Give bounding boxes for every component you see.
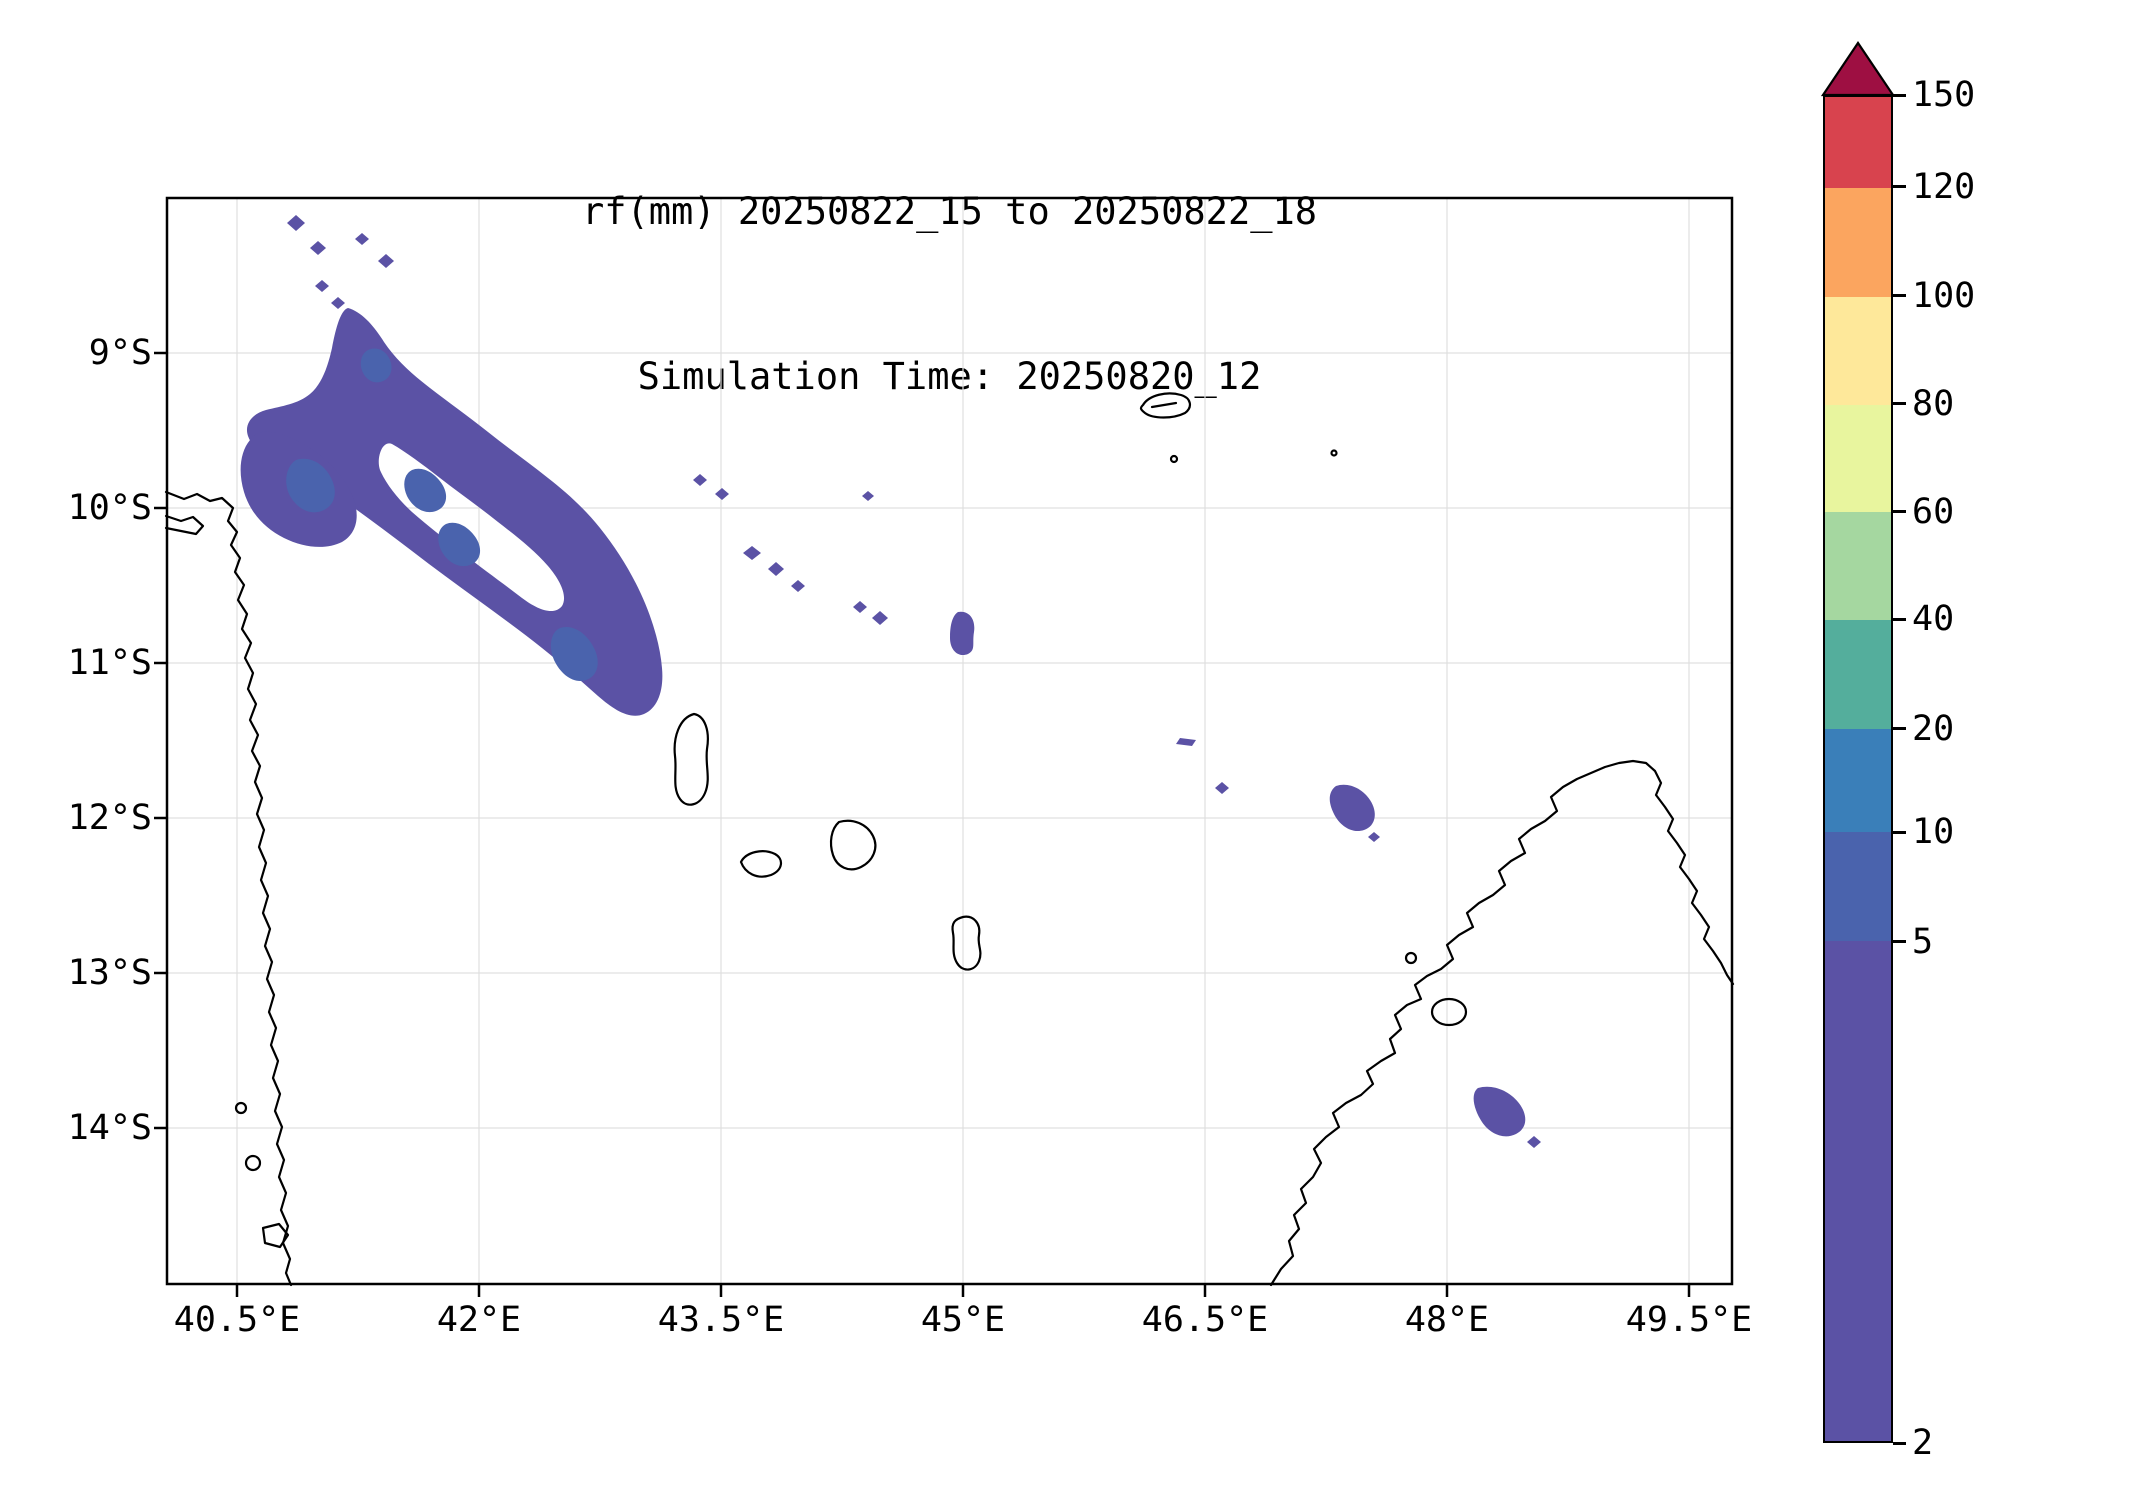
island-nosy-be — [1430, 997, 1468, 1027]
y-tick-label: 10°S — [67, 488, 152, 528]
rain-cell — [791, 580, 805, 592]
x-tick-label: 46.5°E — [1141, 1300, 1269, 1340]
y-tick-label: 11°S — [67, 643, 152, 683]
colorbar-segment — [1825, 512, 1891, 620]
colorbar-tick-label: 60 — [1912, 491, 1955, 532]
rain-cell — [310, 241, 326, 255]
rain-cell — [378, 254, 394, 268]
colorbar-tick-mark — [1893, 93, 1906, 97]
x-tick-label: 49.5°E — [1625, 1300, 1753, 1340]
rain-cell — [862, 491, 874, 501]
coastal-islet — [261, 1222, 290, 1249]
rain-patch-east-cell — [1329, 784, 1375, 832]
coastal-islet — [244, 1154, 262, 1172]
rain-cell — [355, 233, 369, 245]
x-tick-label: 42°E — [436, 1300, 522, 1340]
colorbar-tick-mark — [1893, 830, 1906, 834]
axis-tick-marks — [154, 351, 1691, 1297]
rain-cell — [315, 280, 329, 292]
island-anjouan — [829, 819, 877, 871]
colorbar-tick-mark — [1893, 940, 1906, 944]
colorbar-tick-label: 40 — [1912, 599, 1955, 640]
madagascar-coastline — [1269, 759, 1735, 1287]
rain-cell — [1527, 1136, 1541, 1148]
rain-cell — [1368, 832, 1380, 842]
tiny-island — [1169, 454, 1179, 464]
colorbar-tick-label: 5 — [1912, 921, 1934, 962]
colorbar-tick-label: 10 — [1912, 812, 1955, 853]
island-atoll-lagoon — [1150, 401, 1178, 409]
colorbar-over-arrow — [1821, 41, 1895, 97]
colorbar-segment — [1825, 832, 1891, 942]
x-tick-label: 40.5°E — [173, 1300, 301, 1340]
coastlines — [164, 392, 1735, 1287]
colorbar-tick-label: 80 — [1912, 383, 1955, 424]
colorbar-tick-mark — [1893, 402, 1906, 406]
rain-cell — [287, 215, 305, 231]
rain-cell — [693, 474, 707, 486]
rain-core-5-10mm — [438, 522, 481, 567]
rain-core-5-10mm — [404, 468, 447, 513]
gridlines — [167, 198, 1732, 1284]
y-tick-label: 9°S — [88, 333, 152, 373]
colorbar-segment — [1825, 188, 1891, 298]
colorbar — [1823, 95, 1893, 1443]
colorbar-tick-label: 120 — [1912, 166, 1976, 207]
colorbar-tick-mark — [1893, 185, 1906, 189]
rain-cell — [768, 562, 784, 576]
plot-title-line2: Simulation Time: 20250820_12 — [637, 355, 1262, 398]
rain-cell — [743, 546, 761, 560]
rain-cell — [853, 601, 867, 613]
colorbar-tick-mark — [1893, 1441, 1906, 1445]
rain-core-5-10mm — [360, 348, 392, 383]
colorbar-tick-label: 2 — [1912, 1423, 1934, 1463]
rainfall-shading — [240, 215, 1541, 1148]
colorbar-tick-label: 150 — [1912, 75, 1976, 115]
rain-cell — [872, 611, 888, 625]
x-tick-label: 48°E — [1404, 1300, 1490, 1340]
colorbar-tick-mark — [1893, 510, 1906, 514]
tiny-island — [1404, 951, 1418, 965]
rain-cell — [1176, 738, 1196, 746]
x-tick-label: 43.5°E — [657, 1300, 785, 1340]
colorbar-segment — [1825, 941, 1891, 1441]
colorbar-tick-mark — [1893, 294, 1906, 298]
colorbar-tick-label: 100 — [1912, 275, 1976, 316]
rain-cell — [331, 297, 345, 309]
rain-cell — [715, 488, 729, 500]
tiny-island — [1330, 449, 1338, 457]
colorbar-tick-mark — [1893, 727, 1906, 731]
rain-patch-main-band — [246, 308, 663, 716]
island-mayotte — [951, 915, 982, 971]
rain-patch-madagascar-coast — [1473, 1086, 1526, 1137]
colorbar-segment — [1825, 297, 1891, 405]
colorbar-tick-label: 20 — [1912, 708, 1955, 749]
africa-coast-inlet — [164, 514, 205, 536]
island-moheli — [739, 850, 782, 878]
y-tick-label: 12°S — [67, 798, 152, 838]
map-frame — [165, 196, 1734, 1286]
rain-core-5-10mm — [286, 458, 335, 513]
africa-coastline — [164, 490, 293, 1287]
rain-cell — [1215, 782, 1229, 794]
island-grande-comore — [673, 712, 709, 806]
rain-cell — [950, 611, 975, 656]
y-tick-label: 13°S — [67, 953, 152, 993]
colorbar-segment — [1825, 728, 1891, 833]
colorbar-over-arrow-shape — [1821, 41, 1895, 97]
colorbar-segment — [1825, 619, 1891, 729]
x-tick-label: 45°E — [920, 1300, 1006, 1340]
colorbar-segment — [1825, 97, 1891, 189]
y-tick-label: 14°S — [67, 1108, 152, 1148]
coastal-islet — [234, 1101, 248, 1115]
island-atoll — [1139, 392, 1191, 419]
rain-core-5-10mm — [550, 626, 598, 681]
colorbar-segment — [1825, 404, 1891, 513]
colorbar-tick-mark — [1893, 617, 1906, 621]
